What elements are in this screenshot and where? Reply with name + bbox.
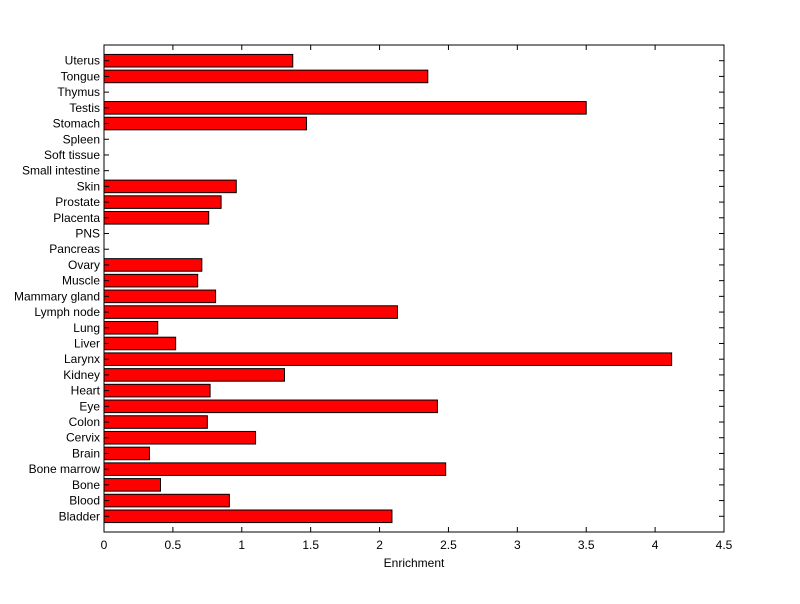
y-tick-label: Heart — [71, 384, 101, 398]
x-axis-label: Enrichment — [384, 556, 445, 570]
y-tick-label: PNS — [75, 227, 100, 241]
x-tick-label: 4.5 — [716, 538, 733, 552]
y-tick-label: Uterus — [65, 54, 100, 68]
y-tick-label: Brain — [72, 446, 100, 460]
y-tick-label: Cervix — [66, 431, 100, 445]
bar-brain — [103, 446, 150, 461]
bar-stomach — [103, 116, 308, 131]
bar-uterus — [103, 53, 294, 68]
x-tick-label: 3.5 — [578, 538, 595, 552]
y-tick-label: Tongue — [61, 69, 101, 83]
bar-bone-marrow — [103, 462, 447, 476]
y-tick-label: Placenta — [53, 211, 100, 225]
y-tick-label: Lung — [73, 321, 100, 335]
x-tick-label: 1 — [238, 538, 245, 552]
y-tick-label: Ovary — [68, 258, 100, 272]
y-tick-label: Kidney — [63, 368, 100, 382]
y-tick-label: Mammary gland — [14, 289, 100, 303]
x-tick-label: 1.5 — [302, 538, 319, 552]
y-tick-label: Eye — [79, 399, 100, 413]
bar-kidney — [103, 368, 285, 382]
bar-testis — [103, 101, 587, 115]
x-tick-label: 3 — [514, 538, 521, 552]
y-tick-label: Larynx — [64, 352, 100, 366]
x-tick-label: 2 — [376, 538, 383, 552]
y-tick-label: Bladder — [59, 509, 100, 523]
bar-larynx — [103, 352, 673, 366]
bar-placenta — [103, 211, 210, 225]
bar-muscle — [103, 273, 199, 288]
bar-eye — [103, 399, 438, 414]
bar-lymph-node — [103, 305, 398, 319]
y-tick-label: Lymph node — [34, 305, 100, 319]
y-tick-label: Skin — [77, 179, 100, 193]
x-tick-label: 4 — [652, 538, 659, 552]
x-tick-label: 0.5 — [165, 538, 182, 552]
bar-mammary-gland — [103, 289, 217, 304]
x-tick-label: 0 — [101, 538, 108, 552]
bar-blood — [103, 493, 230, 508]
y-tick-label: Spleen — [63, 132, 100, 146]
bar-colon — [103, 415, 208, 429]
y-tick-label: Prostate — [55, 195, 100, 209]
x-tick-label: 2.5 — [440, 538, 457, 552]
y-tick-label: Bone — [72, 478, 100, 492]
y-tick-label: Bone marrow — [29, 462, 101, 476]
y-tick-label: Pancreas — [49, 242, 100, 256]
bar-prostate — [103, 195, 222, 209]
y-tick-label: Colon — [69, 415, 100, 429]
y-tick-label: Soft tissue — [44, 148, 100, 162]
bar-bone — [103, 478, 161, 492]
y-tick-label: Muscle — [62, 274, 100, 288]
y-tick-label: Blood — [69, 494, 100, 508]
bar-liver — [103, 336, 177, 351]
y-tick-label: Liver — [74, 336, 100, 350]
y-tick-label: Thymus — [57, 85, 100, 99]
bar-cervix — [103, 430, 257, 445]
y-tick-label: Small intestine — [22, 164, 100, 178]
bar-bladder — [103, 509, 393, 524]
bar-ovary — [103, 258, 203, 272]
y-tick-label: Stomach — [53, 117, 100, 131]
bar-tongue — [103, 69, 429, 84]
y-tick-label: Testis — [69, 101, 100, 115]
bar-heart — [103, 383, 211, 398]
bar-skin — [103, 179, 237, 194]
bar-lung — [103, 320, 159, 335]
